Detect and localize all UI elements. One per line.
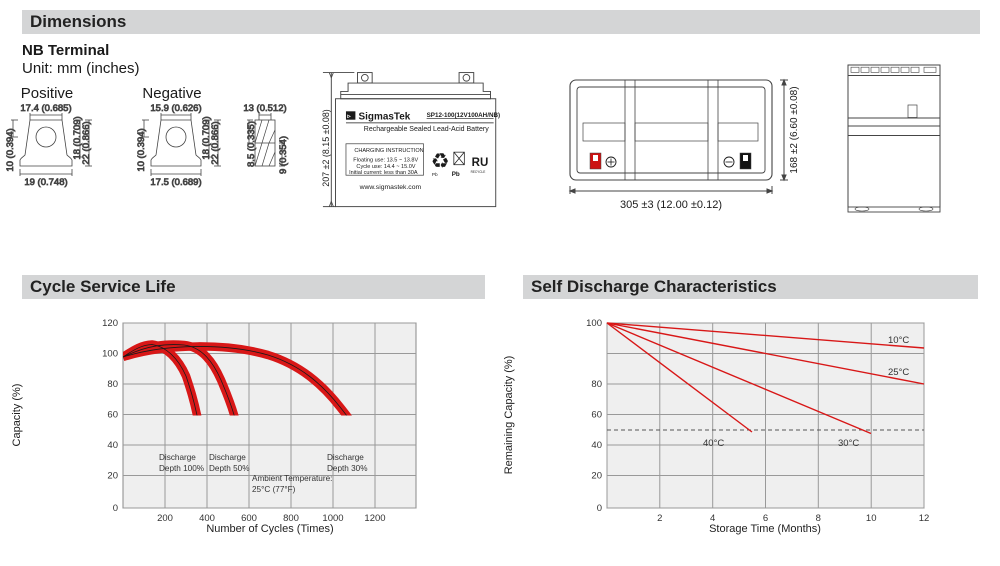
svg-text:100: 100 <box>102 349 118 360</box>
svg-text:207 ±2 (8.15 ±0.08): 207 ±2 (8.15 ±0.08) <box>321 109 331 187</box>
svg-text:CHARGING INSTRUCTION: CHARGING INSTRUCTION <box>354 148 423 154</box>
svg-text:Depth 100%: Depth 100% <box>159 464 204 473</box>
svg-text:15.9 (0.626): 15.9 (0.626) <box>150 103 201 114</box>
svg-text:200: 200 <box>157 513 173 524</box>
svg-text:Depth 30%: Depth 30% <box>327 464 368 473</box>
svg-text:305 ±3 (12.00 ±0.12): 305 ±3 (12.00 ±0.12) <box>620 199 722 211</box>
svg-text:Ambient Temperature:: Ambient Temperature: <box>252 474 332 483</box>
svg-text:9 (0.354): 9 (0.354) <box>278 136 289 174</box>
svg-text:RU: RU <box>472 157 489 169</box>
svg-text:0: 0 <box>597 503 602 514</box>
svg-text:Capacity (%): Capacity (%) <box>11 384 23 447</box>
svg-text:40: 40 <box>591 440 602 451</box>
svg-text:Pb: Pb <box>452 171 460 178</box>
svg-text:40°C: 40°C <box>703 438 724 449</box>
svg-text:♻: ♻ <box>431 150 450 173</box>
svg-text:12: 12 <box>919 513 930 524</box>
svg-text:RECYCLE: RECYCLE <box>471 170 486 174</box>
svg-text:25°C (77°F): 25°C (77°F) <box>252 485 296 494</box>
svg-text:8.5 (0.335): 8.5 (0.335) <box>246 121 257 167</box>
svg-text:22 (0.866): 22 (0.866) <box>210 121 221 164</box>
svg-text:Rechargeable Sealed Lead-Acid: Rechargeable Sealed Lead-Acid Battery <box>364 126 489 133</box>
svg-text:30°C: 30°C <box>838 438 859 449</box>
svg-text:168 ±2 (6.60 ±0.08): 168 ±2 (6.60 ±0.08) <box>789 86 800 173</box>
svg-text:Floating use: 13.5 ~ 13.8V: Floating use: 13.5 ~ 13.8V <box>353 158 418 164</box>
svg-text:Cycle use: 14.4 ~ 15.0V: Cycle use: 14.4 ~ 15.0V <box>356 164 415 170</box>
svg-text:Number of Cycles (Times): Number of Cycles (Times) <box>206 523 333 535</box>
svg-text:60: 60 <box>591 410 602 421</box>
svg-text:Pb: Pb <box>432 172 438 177</box>
svg-text:1200: 1200 <box>364 513 385 524</box>
svg-text:60: 60 <box>107 410 118 421</box>
svg-text:10: 10 <box>866 513 877 524</box>
svg-text:Storage Time (Months): Storage Time (Months) <box>709 523 821 535</box>
svg-text:13 (0.512): 13 (0.512) <box>243 103 286 114</box>
svg-text:Depth 50%: Depth 50% <box>209 464 250 473</box>
svg-text:0: 0 <box>113 503 118 514</box>
svg-text:22 (0.866): 22 (0.866) <box>81 121 92 164</box>
svg-text:www.sigmastek.com: www.sigmastek.com <box>359 184 422 191</box>
svg-text:SP12-100(12V100AH/NB): SP12-100(12V100AH/NB) <box>427 112 500 119</box>
svg-text:Discharge: Discharge <box>327 453 364 462</box>
svg-text:Discharge: Discharge <box>159 453 196 462</box>
svg-text:17.5 (0.689): 17.5 (0.689) <box>150 177 201 188</box>
svg-text:Positive: Positive <box>21 85 74 102</box>
svg-text:100: 100 <box>586 318 602 329</box>
svg-text:20: 20 <box>107 471 118 482</box>
svg-text:10°C: 10°C <box>888 335 909 346</box>
svg-text:2: 2 <box>657 513 662 524</box>
svg-text:20: 20 <box>591 471 602 482</box>
svg-text:120: 120 <box>102 318 118 329</box>
svg-text:Remaining Capacity (%): Remaining Capacity (%) <box>503 356 515 475</box>
svg-text:Initial current: less than 30A: Initial current: less than 30A <box>349 170 418 176</box>
svg-text:10 (0.394): 10 (0.394) <box>5 128 16 171</box>
svg-text:Discharge: Discharge <box>209 453 246 462</box>
svg-text:10 (0.394): 10 (0.394) <box>136 128 147 171</box>
svg-text:Negative: Negative <box>142 85 201 102</box>
svg-text:SigmasTek: SigmasTek <box>359 112 411 123</box>
svg-text:40: 40 <box>107 440 118 451</box>
svg-text:17.4 (0.685): 17.4 (0.685) <box>20 103 71 114</box>
svg-text:80: 80 <box>107 379 118 390</box>
svg-text:80: 80 <box>591 379 602 390</box>
svg-text:25°C: 25°C <box>888 367 909 378</box>
svg-text:19 (0.748): 19 (0.748) <box>24 177 67 188</box>
